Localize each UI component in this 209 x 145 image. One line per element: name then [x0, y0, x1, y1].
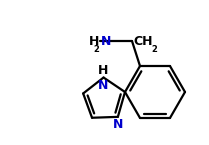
Text: N: N — [98, 79, 109, 91]
Text: H: H — [98, 64, 109, 77]
Text: CH: CH — [133, 35, 153, 48]
Text: N: N — [101, 35, 111, 48]
Text: H: H — [89, 35, 99, 48]
Text: N: N — [113, 118, 123, 131]
Text: 2: 2 — [151, 45, 157, 54]
Text: 2: 2 — [93, 45, 99, 54]
